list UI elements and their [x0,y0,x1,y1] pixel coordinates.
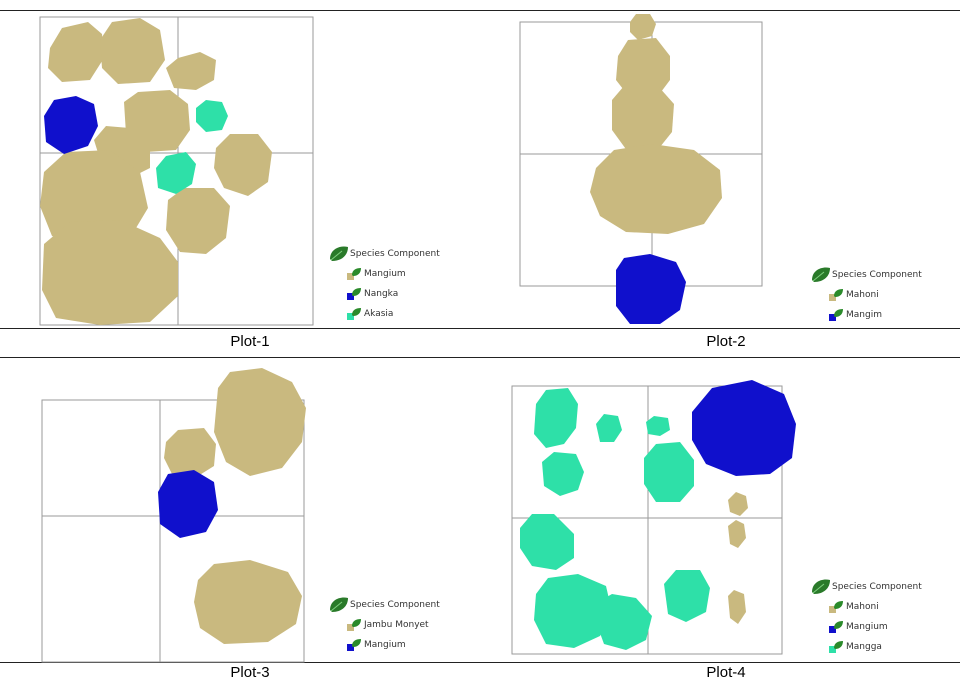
plot-frame [41,399,305,663]
crown-nangka [44,96,98,154]
leaf-icon [330,246,348,261]
species-icon [347,639,361,651]
legend-header: Species Component [810,578,960,598]
crown-mahoni [612,86,674,152]
crown-mahoni [630,14,656,40]
species-icon [347,288,361,300]
crown-jambu-monyet [164,428,216,476]
leaf-icon [330,597,348,612]
legend-item-label: Jambu Monyet [364,620,429,630]
crown-mangium [158,470,218,538]
legend-item: Jambu Monyet [328,616,478,636]
species-icon [829,289,843,301]
legend-item-label: Mangium [846,622,888,632]
plot-2-panel: Species Component Mahoni Mangim Plot-2 [480,0,960,350]
crown-mahoni [590,144,722,234]
legend-header: Species Component [328,596,478,616]
plot-frame [511,385,783,655]
crown-mangium [166,188,230,254]
legend-header: Species Component [796,266,956,286]
legend-item: Mahoni [810,598,960,618]
legend-item-label: Mangim [846,310,882,320]
plot-frame [39,16,314,326]
legend-item-label: Mahoni [846,290,879,300]
legend-title: Species Component [350,249,440,259]
plot-2-legend: Species Component Mahoni Mangim [796,266,956,326]
crown-mahoni [728,520,746,548]
legend-item: Mangga [810,638,960,658]
crown-mahoni [728,590,746,624]
legend-item: Akasia [328,305,478,325]
crown-mahoni [728,492,748,516]
crown-jambu-monyet [214,368,306,476]
legend-item: Mahoni [796,286,956,306]
crown-mangium [692,380,796,476]
plot-2-canvas [519,14,763,324]
plot-3-legend: Species Component Jambu Monyet Mangium [328,596,478,656]
crown-mangga [596,414,622,442]
legend-title: Species Component [832,582,922,592]
crown-akasia [196,100,228,132]
plot-4-panel: Species Component Mahoni Mangium Mangga … [480,358,960,681]
plot-4-legend: Species Component Mahoni Mangium Mangga [810,578,960,658]
plot-1-caption: Plot-1 [230,333,270,350]
crown-mahoni [616,38,670,98]
crown-mangium [166,52,216,90]
crown-mangga [542,452,584,496]
species-icon [347,308,361,320]
species-icon [829,621,843,633]
bottom-rule [0,662,960,663]
crown-mangium [42,220,178,325]
legend-item: Mangium [328,265,478,285]
species-icon [347,619,361,631]
plot-1-legend: Species Component Mangium Nangka Akasia [328,245,478,325]
species-icon [829,309,843,321]
legend-item-label: Mangium [364,640,406,650]
crown-mangga [596,594,652,650]
crown-akasia [156,152,196,194]
species-icon [829,601,843,613]
legend-item: Mangium [810,618,960,638]
leaf-icon [812,267,830,282]
crown-mangium [48,22,104,82]
crown-mangga [664,570,710,622]
legend-item-label: Akasia [364,309,394,319]
plot-3-caption: Plot-3 [230,664,270,681]
legend-item: Mangium [328,636,478,656]
crown-jambu-monyet [194,560,302,644]
legend-title: Species Component [832,270,922,280]
plot-3-canvas [41,368,306,663]
crown-mangga [534,574,612,648]
crown-mangium [100,18,165,84]
top-rule [0,10,960,11]
species-icon [829,641,843,653]
legend-item-label: Nangka [364,289,399,299]
middle-rule-1 [0,328,960,329]
plot-2-caption: Plot-2 [706,333,746,350]
crown-mangium [214,134,272,196]
plot-1-panel: Species Component Mangium Nangka Akasia … [0,0,480,350]
legend-item-label: Mangga [846,642,882,652]
species-icon [347,268,361,280]
leaf-icon [812,579,830,594]
crown-mangga [644,442,694,502]
legend-item-label: Mahoni [846,602,879,612]
crown-mangga [534,388,578,448]
legend-item-label: Mangium [364,269,406,279]
middle-rule-2 [0,357,960,358]
legend-item: Mangim [796,306,956,326]
legend-item: Nangka [328,285,478,305]
crown-mangga [520,514,574,570]
crown-mangga [646,416,670,436]
plot-4-canvas [511,380,796,655]
plot-4-caption: Plot-4 [706,664,746,681]
plot-3-panel: Species Component Jambu Monyet Mangium P… [0,358,480,681]
legend-title: Species Component [350,600,440,610]
crown-mangim [616,254,686,324]
legend-header: Species Component [328,245,478,265]
plot-1-canvas [39,16,314,326]
